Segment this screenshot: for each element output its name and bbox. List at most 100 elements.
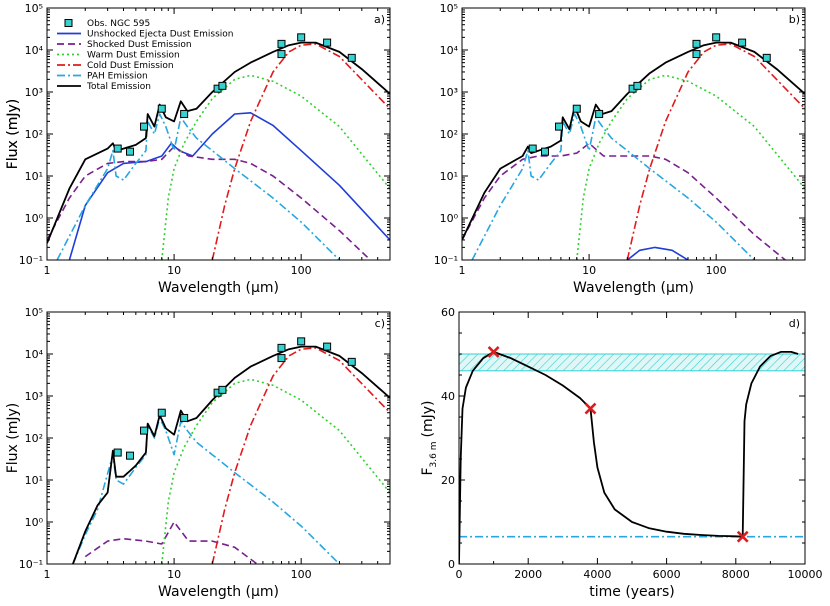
x-tick-label: 10000: [788, 568, 823, 581]
y-tick-label: 10⁵: [440, 2, 458, 15]
plot-frame: [461, 7, 806, 261]
legend-label: Unshocked Ejecta Dust Emission: [87, 30, 233, 40]
ticks: [46, 312, 391, 565]
series-pah-emission: [471, 113, 756, 260]
x-tick-label: 100: [706, 264, 727, 277]
y-tick-label: 10⁴: [25, 348, 44, 361]
legend-entry: Shocked Dust Emission: [57, 40, 192, 50]
x-tick-label: 4000: [583, 568, 611, 581]
y-tick-label: 10³: [25, 390, 43, 403]
observation-point: [762, 53, 771, 62]
time-marker: [487, 345, 500, 358]
y-tick-label: 10¹: [440, 170, 458, 183]
series-warm-dust-emission: [161, 74, 390, 260]
observation-point: [180, 109, 189, 118]
panel-letter: c): [375, 317, 385, 330]
y-tick-label: 10²: [25, 128, 43, 141]
y-tick-label: 10⁴: [25, 44, 44, 57]
panel-letter: a): [374, 13, 385, 26]
observation-point: [126, 451, 135, 460]
y-tick-label: 10⁵: [25, 2, 43, 15]
observation-point: [633, 81, 642, 90]
x-tick-label: 1: [44, 264, 51, 277]
legend-entry: Total Emission: [57, 82, 151, 92]
observation-point: [140, 122, 149, 131]
time-marker: [736, 530, 749, 543]
y-tick-label: 10⁴: [440, 44, 459, 57]
series-unshocked-ejecta-dust-emission: [626, 246, 689, 260]
observation-point: [572, 104, 581, 113]
observation-point: [297, 337, 306, 346]
observation-point: [692, 50, 701, 59]
observation-point: [277, 354, 286, 363]
x-axis-label: Wavelength (μm): [573, 280, 694, 296]
panel-d: 0 2000 4000 6000 8000 10000 0 20 40 60 time (years…: [420, 306, 823, 600]
series-f3-6um-vs-time-seg2: [741, 350, 799, 537]
observation-point: [277, 39, 286, 48]
y-tick-label: 10²: [440, 128, 458, 141]
panel-letter: d): [789, 317, 800, 330]
y-tick-label: 10³: [25, 86, 43, 99]
series-cold-dust-emission: [211, 43, 390, 260]
plot-area: [72, 337, 390, 564]
series-pah-emission: [56, 113, 341, 260]
y-axis-label: Flux (mJy): [5, 403, 21, 474]
ticks: [461, 8, 806, 261]
y-tick-label: 10⁵: [25, 306, 43, 319]
observation-point: [347, 357, 356, 366]
plot-area: [459, 350, 805, 564]
legend-entry: Warm Dust Emission: [57, 51, 180, 61]
y-axis-label: Flux (mJy): [5, 99, 21, 170]
observation-point: [712, 33, 721, 42]
legend-entry: Obs. NGC 595: [64, 19, 150, 29]
x-tick-label: 100: [291, 568, 312, 581]
legend-entry: Cold Dust Emission: [57, 61, 174, 71]
observation-point: [555, 122, 564, 131]
plot-area: [47, 33, 390, 260]
y-tick-label: 60: [441, 306, 455, 319]
plot-frame: [458, 311, 806, 565]
ticks: [458, 311, 806, 565]
observation-point: [277, 50, 286, 59]
x-axis-label: Wavelength (μm): [158, 280, 279, 296]
legend-swatch: [64, 19, 73, 27]
legend-label: PAH Emission: [87, 72, 148, 82]
series-f3-6um-vs-time-seg0: [459, 350, 592, 564]
series-warm-dust-emission: [161, 378, 390, 564]
y-tick-label: 40: [441, 390, 455, 403]
legend-label: Shocked Dust Emission: [87, 40, 192, 50]
observation-point: [528, 144, 537, 153]
plot-frame: [46, 311, 391, 565]
observation-point: [218, 81, 227, 90]
x-axis-label: time (years): [589, 584, 675, 600]
series-warm-dust-emission: [576, 74, 805, 260]
x-tick-label: 6000: [653, 568, 681, 581]
x-tick-label: 10: [167, 568, 181, 581]
x-axis-label: Wavelength (μm): [158, 584, 279, 600]
x-tick-label: 1: [44, 568, 51, 581]
y-tick-label: 0: [448, 558, 455, 571]
observation-point: [218, 385, 227, 394]
observation-point: [126, 147, 135, 156]
observed-range-band: [459, 353, 805, 372]
series-cold-dust-emission: [211, 347, 390, 564]
panel-c: 1 10 100 10⁻¹ 10⁰ 10¹ 10² 10³ 10⁴ 10⁵ Wavelength (…: [5, 306, 391, 600]
series-shocked-dust-emission: [462, 142, 786, 260]
y-axis-label: F3.6 m(mJy): [420, 401, 439, 476]
x-tick-label: 10: [167, 264, 181, 277]
panel-a: 1 10 100 10⁻¹ 10⁰ 10¹ 10² 10³ 10⁴ 10⁵ Wavelength (…: [5, 2, 391, 296]
observation-point: [113, 144, 122, 153]
y-axis-label: Flux (mJy): [5, 99, 21, 170]
observation-point: [113, 448, 122, 457]
x-tick-label: 100: [291, 264, 312, 277]
observation-point: [140, 426, 149, 435]
y-tick-label: 10²: [25, 432, 43, 445]
x-tick-label: 0: [456, 568, 463, 581]
observation-point: [323, 342, 332, 351]
y-tick-label: 10⁰: [440, 212, 459, 225]
observation-point: [157, 408, 166, 417]
y-tick-label: 20: [441, 474, 455, 487]
series-f3-6um-vs-time-seg1: [589, 408, 743, 538]
series-cold-dust-emission: [626, 43, 805, 260]
